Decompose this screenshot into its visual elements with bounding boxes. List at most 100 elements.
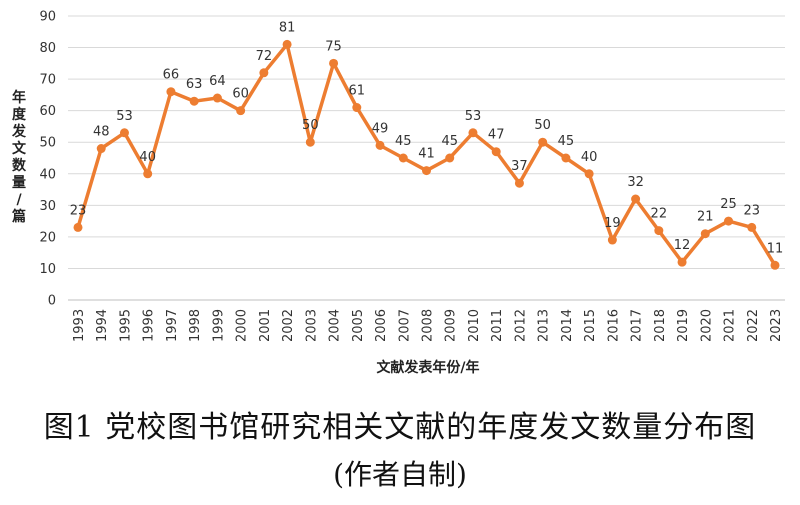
data-label: 40 — [581, 150, 598, 165]
data-point — [166, 87, 176, 97]
data-label: 48 — [93, 125, 110, 140]
y-tick-label: 0 — [48, 294, 56, 309]
data-label: 21 — [697, 210, 714, 225]
x-tick-label: 2001 — [258, 309, 273, 342]
data-point — [305, 137, 315, 147]
y-tick-label: 80 — [39, 41, 56, 56]
x-tick-label: 1995 — [118, 309, 133, 342]
data-label: 19 — [604, 216, 621, 231]
data-label: 23 — [743, 203, 760, 218]
data-label: 64 — [209, 74, 226, 89]
data-point — [96, 144, 106, 154]
data-point — [212, 93, 222, 103]
data-point — [700, 229, 710, 239]
data-point — [329, 58, 339, 68]
data-point — [747, 222, 757, 232]
data-label: 22 — [651, 207, 668, 222]
line-chart: 0 10 20 30 40 50 60 70 80 90 1993 1994 1995 1996 1997… — [11, 10, 785, 376]
data-label: 12 — [674, 238, 691, 253]
y-tick-label: 70 — [39, 73, 56, 88]
y-axis-ticks: 0 10 20 30 40 50 60 70 80 90 — [39, 10, 56, 309]
x-tick-label: 2014 — [560, 309, 575, 342]
data-point — [514, 178, 524, 188]
data-point — [119, 128, 129, 138]
data-point — [143, 169, 153, 179]
data-label: 72 — [256, 49, 273, 64]
data-label: 45 — [558, 134, 575, 149]
x-tick-label: 2000 — [235, 309, 250, 342]
data-label: 40 — [139, 150, 156, 165]
y-tick-label: 50 — [39, 136, 56, 151]
data-point — [259, 68, 269, 78]
data-label: 49 — [372, 121, 389, 136]
y-axis-title-char: 发 — [11, 123, 27, 140]
x-tick-label: 2011 — [490, 309, 505, 342]
data-point — [654, 226, 664, 236]
data-point — [282, 39, 292, 49]
data-point — [538, 137, 548, 147]
y-axis-title-char: 度 — [12, 106, 27, 123]
y-tick-label: 60 — [39, 104, 56, 119]
data-point — [770, 260, 780, 270]
y-axis-title-char: / — [16, 192, 22, 208]
x-tick-label: 1997 — [165, 309, 180, 342]
x-tick-label: 2003 — [304, 309, 319, 342]
y-axis-title-char: 文 — [12, 140, 27, 157]
data-label: 11 — [767, 241, 784, 256]
data-point — [468, 128, 478, 138]
x-tick-label: 2023 — [769, 309, 784, 342]
x-tick-label: 2019 — [676, 309, 691, 342]
x-tick-label: 2009 — [444, 309, 459, 342]
x-tick-label: 1999 — [211, 309, 226, 342]
y-tick-label: 30 — [39, 199, 56, 214]
data-label: 45 — [441, 134, 458, 149]
y-tick-label: 40 — [39, 167, 56, 182]
data-label: 61 — [349, 84, 366, 99]
data-label: 81 — [279, 20, 296, 35]
data-point — [422, 166, 431, 176]
data-label: 41 — [418, 147, 435, 162]
x-tick-label: 2012 — [513, 309, 528, 342]
data-label: 25 — [720, 197, 737, 212]
figure-caption-note: (作者自制) — [333, 458, 467, 491]
data-label: 37 — [511, 159, 528, 174]
x-tick-label: 2021 — [723, 309, 738, 342]
data-point — [561, 153, 571, 163]
x-tick-label: 2010 — [467, 309, 482, 342]
data-point — [607, 235, 617, 245]
y-tick-label: 10 — [39, 262, 56, 277]
data-label: 45 — [395, 134, 412, 149]
data-point — [375, 140, 385, 150]
x-tick-label: 2017 — [630, 309, 645, 342]
y-axis-title: 年度发文数量/篇 — [11, 89, 27, 225]
x-tick-label: 2002 — [281, 309, 296, 342]
data-point — [73, 222, 83, 232]
data-label: 75 — [325, 39, 342, 54]
x-tick-label: 1996 — [142, 309, 157, 342]
data-label: 60 — [232, 87, 249, 102]
data-label: 50 — [302, 118, 319, 133]
x-tick-label: 1998 — [188, 309, 203, 342]
data-label: 50 — [534, 118, 551, 133]
x-tick-label: 2004 — [328, 309, 343, 342]
data-point — [398, 153, 408, 163]
data-point — [631, 194, 641, 204]
figure-caption: 图1 党校图书馆研究相关文献的年度发文数量分布图 — [43, 410, 757, 445]
x-tick-label: 1993 — [72, 309, 87, 342]
data-point — [584, 169, 594, 179]
data-label: 32 — [627, 175, 644, 190]
x-tick-label: 2006 — [374, 309, 389, 342]
x-tick-label: 2016 — [606, 309, 621, 342]
data-point — [445, 153, 455, 163]
x-tick-label: 2015 — [583, 309, 598, 342]
y-axis-title-char: 量 — [12, 175, 26, 191]
x-tick-label: 2008 — [421, 309, 436, 342]
y-tick-label: 20 — [39, 230, 56, 245]
data-label: 66 — [163, 68, 180, 83]
x-tick-label: 2005 — [351, 309, 366, 342]
y-axis-title-char: 篇 — [11, 208, 26, 225]
x-axis-ticks: 1993 1994 1995 1996 1997 1998 1999 2000 2001 2002… — [72, 309, 784, 342]
data-point — [189, 96, 199, 106]
x-tick-label: 2018 — [653, 309, 668, 342]
